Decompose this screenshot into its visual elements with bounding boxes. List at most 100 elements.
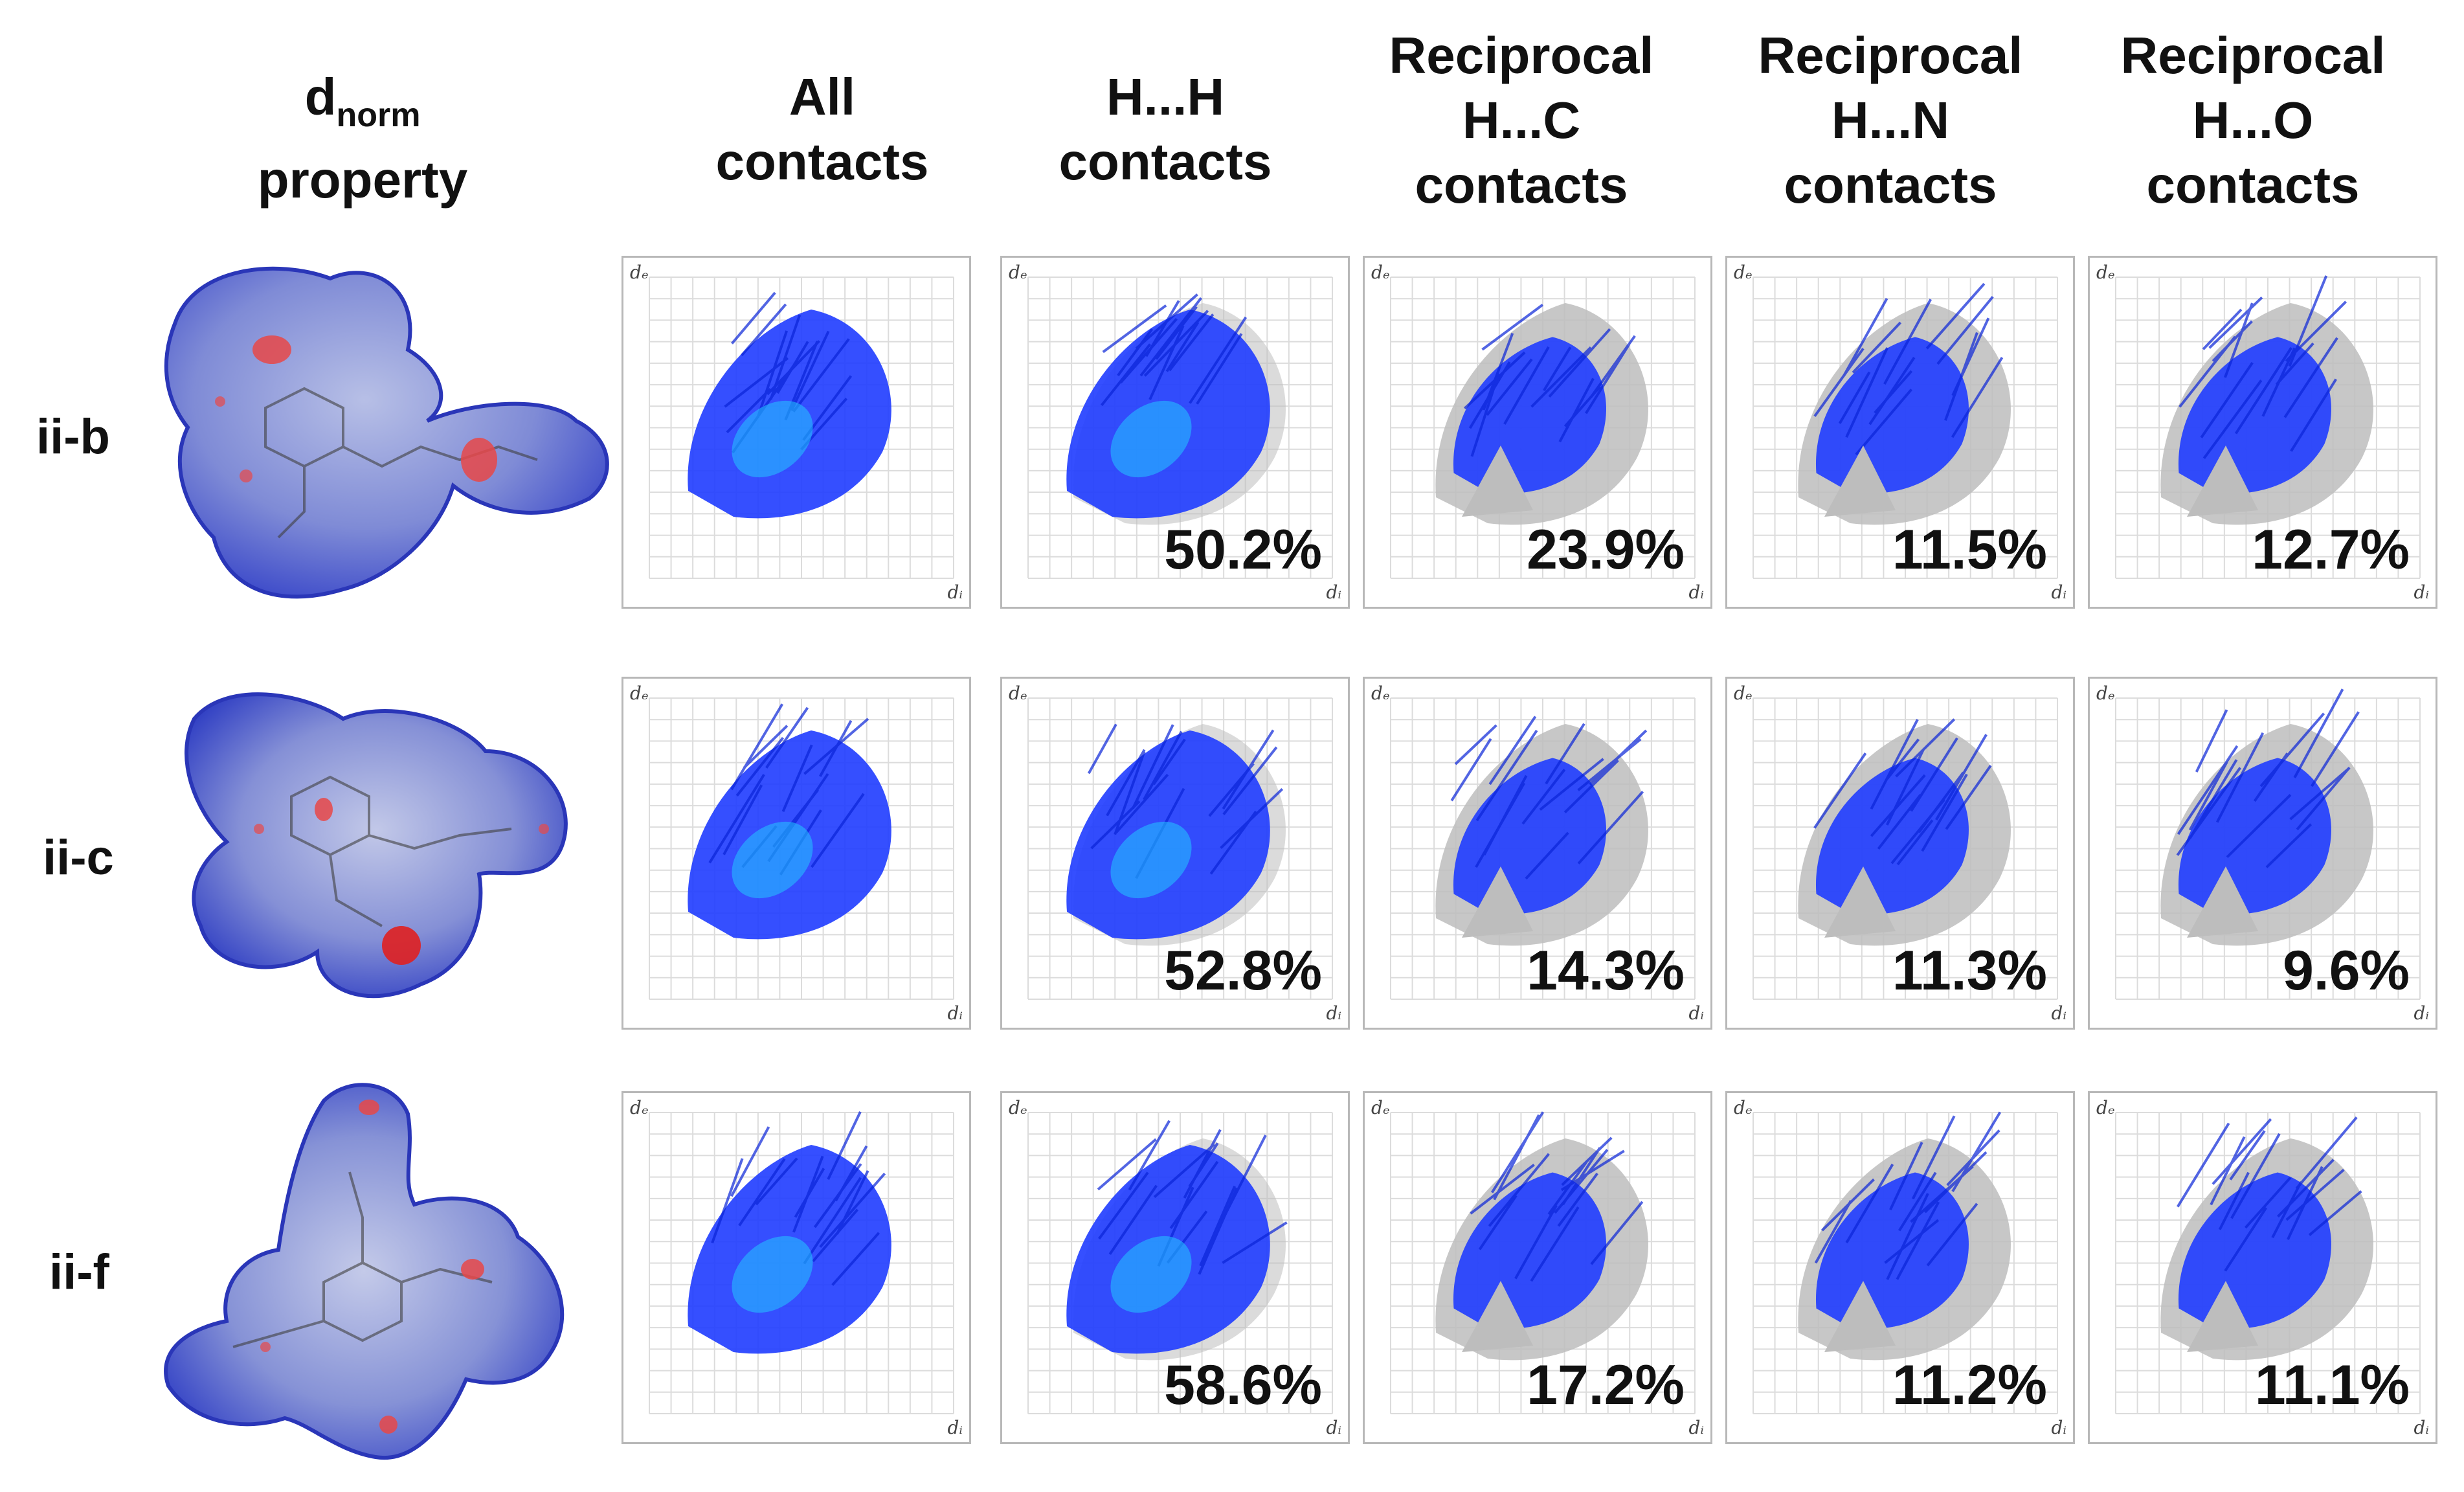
fingerprint-core: [1110, 400, 1192, 478]
fingerprint-region: [2178, 1172, 2331, 1329]
fingerprint-svg: [1390, 697, 1696, 1000]
axis-label-di: dᵢ: [1326, 1417, 1341, 1438]
axis-label-di: dᵢ: [2414, 1417, 2429, 1438]
contact-percentage: 23.9%: [1527, 519, 1685, 581]
header-hn-contacts: Reciprocal H...N contacts: [1758, 27, 2023, 214]
fingerprint-svg: [1753, 1111, 2058, 1414]
axis-label-di: dᵢ: [947, 582, 963, 603]
axis-label-de: dₑ: [2096, 262, 2115, 283]
fingerprint-streaks: [1463, 304, 1636, 457]
axis-label-di: dᵢ: [947, 1002, 963, 1024]
fingerprint-region: [1815, 1172, 1969, 1329]
row-label-ii-f: ii-f: [49, 1245, 109, 1300]
fingerprint-plot-ii-b-hh: dₑ dᵢ 50.2%: [1000, 256, 1350, 609]
fingerprint-streaks: [1097, 1120, 1288, 1275]
fingerprint-plot-ii-f-hn: dₑ dᵢ 11.2%: [1725, 1091, 2075, 1444]
fingerprint-streaks: [1100, 293, 1248, 407]
fingerprint-svg: [2115, 275, 2421, 579]
contact-percentage: 11.3%: [1892, 940, 2047, 1002]
contact-percentage: 11.1%: [2254, 1354, 2410, 1416]
fingerprint-svg: [649, 277, 954, 579]
row-label-ii-b: ii-b: [36, 409, 110, 464]
axis-label-de: dₑ: [2096, 1097, 2115, 1118]
fingerprint-plot-ii-c-hc: dₑ dᵢ 14.3%: [1363, 677, 1712, 1030]
header-all-contacts: All contacts: [715, 68, 929, 190]
contact-percentage: 17.2%: [1527, 1354, 1685, 1416]
axis-label-de: dₑ: [1009, 683, 1027, 704]
fingerprint-svg: [2115, 688, 2421, 1000]
fingerprint-plot-ii-c-hn: dₑ dᵢ 11.3%: [1725, 677, 2075, 1030]
contact-percentage: 12.7%: [2252, 519, 2410, 581]
fingerprint-plot-ii-b-ho: dₑ dᵢ 12.7%: [2088, 256, 2437, 609]
gray-wedge: [1824, 866, 1896, 938]
fingerprint-region: [2178, 758, 2331, 915]
contact-percentage: 50.2%: [1164, 519, 1322, 581]
fingerprint-svg: [1027, 277, 1333, 579]
fingerprint-core: [732, 1236, 813, 1313]
header-dnorm-line1: dnorm: [304, 68, 421, 134]
gray-wedge: [1824, 1281, 1896, 1352]
fingerprint-plot-ii-b-hc: dₑ dᵢ 23.9%: [1363, 256, 1712, 609]
dnorm-surface-ii-f: [164, 1083, 565, 1460]
fingerprint-plot-ii-f-all: dₑ dᵢ: [622, 1091, 971, 1444]
fingerprint-streaks: [1813, 282, 2004, 456]
header-hh-contacts: H...H contacts: [1058, 68, 1272, 190]
fingerprint-core: [1110, 821, 1192, 899]
fingerprint-svg: [1753, 697, 2058, 1000]
axis-label-de: dₑ: [1371, 1097, 1390, 1118]
fingerprint-plot-ii-f-hc: dₑ dᵢ 17.2%: [1363, 1091, 1712, 1444]
axis-label-di: dᵢ: [1688, 1417, 1704, 1438]
fingerprint-plot-ii-b-all: dₑ dᵢ: [622, 256, 971, 609]
row-label-ii-c: ii-c: [43, 830, 114, 885]
fingerprint-svg: [1027, 697, 1333, 1000]
contact-percentage: 14.3%: [1527, 940, 1685, 1002]
fingerprint-plot-ii-c-ho: dₑ dᵢ 9.6%: [2088, 677, 2437, 1030]
contact-percentage: 11.5%: [1892, 519, 2047, 581]
axis-label-de: dₑ: [1734, 683, 1753, 704]
contact-percentage: 9.6%: [2282, 940, 2410, 1002]
fingerprint-svg: [649, 697, 954, 1000]
axis-label-de: dₑ: [630, 262, 649, 283]
fingerprint-streaks: [2177, 1116, 2362, 1272]
fingerprint-streaks: [2178, 275, 2347, 459]
fingerprint-streaks: [711, 1111, 886, 1286]
gray-wedge: [2187, 1281, 2258, 1352]
axis-label-de: dₑ: [1009, 1097, 1027, 1118]
fingerprint-svg: [2115, 1112, 2421, 1414]
axis-label-di: dᵢ: [2051, 582, 2066, 603]
axis-label-di: dᵢ: [947, 1417, 963, 1438]
gray-wedge: [1824, 446, 1896, 517]
fingerprint-plot-ii-c-all: dₑ dᵢ: [622, 677, 971, 1030]
fingerprint-core: [732, 400, 813, 478]
header-ho-contacts: Reciprocal H...O contacts: [2120, 27, 2386, 214]
axis-label-di: dᵢ: [1688, 1002, 1704, 1024]
axis-label-di: dᵢ: [2414, 582, 2429, 603]
fingerprint-svg: [1390, 1111, 1696, 1414]
axis-label-de: dₑ: [1009, 262, 1027, 283]
fingerprint-svg: [1390, 277, 1696, 579]
fingerprint-streaks: [2176, 688, 2360, 868]
axis-label-de: dₑ: [2096, 683, 2115, 704]
fingerprint-plot-ii-f-ho: dₑ dᵢ 11.1%: [2088, 1091, 2437, 1444]
fingerprint-streaks: [1087, 723, 1284, 879]
axis-label-di: dᵢ: [1326, 582, 1341, 603]
fingerprint-plot-ii-b-hn: dₑ dᵢ 11.5%: [1725, 256, 2075, 609]
axis-label-di: dᵢ: [2051, 1002, 2066, 1024]
axis-label-di: dᵢ: [1688, 582, 1704, 603]
gray-wedge: [1462, 446, 1533, 517]
axis-label-de: dₑ: [1734, 262, 1753, 283]
axis-label-de: dₑ: [630, 1097, 649, 1118]
gray-wedge: [1462, 1281, 1533, 1352]
contact-percentage: 58.6%: [1164, 1354, 1322, 1416]
fingerprint-region: [1815, 337, 1969, 494]
fingerprint-plot-ii-c-hh: dₑ dᵢ 52.8%: [1000, 677, 1350, 1030]
axis-label-de: dₑ: [1371, 683, 1390, 704]
fingerprint-region: [1815, 758, 1969, 915]
header-dnorm-line2: property: [257, 151, 468, 209]
fingerprint-streaks: [1814, 1111, 2002, 1280]
header-hc-contacts: Reciprocal H...C contacts: [1389, 27, 1654, 214]
gray-wedge: [2187, 866, 2258, 938]
axis-label-di: dᵢ: [2051, 1417, 2066, 1438]
contact-percentage: 52.8%: [1164, 940, 1322, 1002]
